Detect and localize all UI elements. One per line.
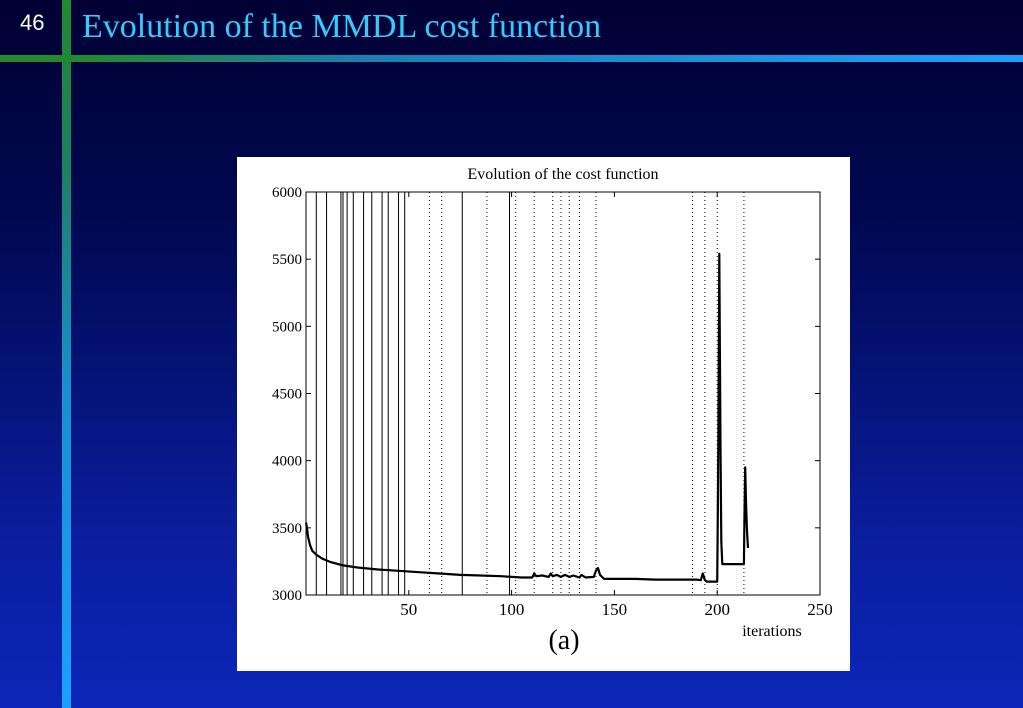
accent-bar-vertical [62, 0, 71, 708]
y-tick-label: 6000 [272, 185, 302, 201]
x-tick-label: 250 [807, 600, 833, 619]
cost-function-chart: 3000 3500 4000 4500 5000 5500 6000 50 100 150 200 2… [272, 166, 833, 656]
x-tick-label: 200 [704, 600, 730, 619]
y-tick-label: 3000 [272, 588, 302, 604]
chart-title: Evolution of the cost function [467, 166, 658, 183]
accent-bar-horizontal [0, 55, 1023, 62]
y-tick-label: 5000 [272, 319, 302, 335]
y-tick-label: 3500 [272, 521, 302, 537]
y-tick-label: 4000 [272, 454, 302, 470]
axes-box [305, 191, 821, 596]
chart-figure: 3000 3500 4000 4500 5000 5500 6000 50 100 150 200 2… [237, 157, 850, 671]
x-tick-label: 50 [400, 600, 417, 619]
tick-group: 3000 3500 4000 4500 5000 5500 6000 50 100 150 200 2… [272, 185, 833, 619]
x-axis-label: iterations [742, 623, 802, 640]
y-tick-label: 4500 [272, 387, 302, 403]
iteration-markers [315, 192, 745, 595]
slide-title: Evolution of the MMDL cost function [82, 8, 602, 45]
slide-number: 46 [20, 10, 45, 35]
y-tick-label: 5500 [272, 252, 302, 268]
figure-caption: (a) [548, 625, 579, 656]
series-line [304, 252, 750, 583]
x-tick-label: 150 [602, 600, 628, 619]
x-tick-label: 100 [499, 600, 524, 619]
series-group [304, 252, 750, 583]
